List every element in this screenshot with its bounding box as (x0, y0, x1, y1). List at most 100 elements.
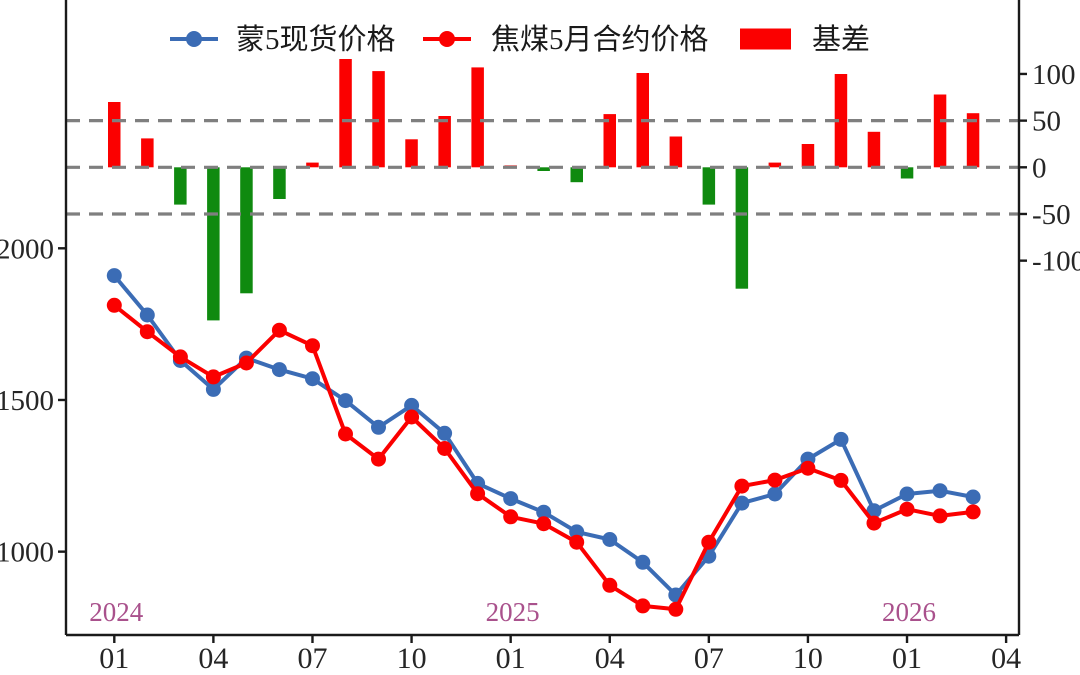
basis-bar (834, 74, 848, 168)
x-tick-label: 04 (198, 642, 228, 675)
basis-bar (702, 167, 716, 205)
basis-bar (471, 67, 484, 168)
x-tick-label: 10 (397, 642, 427, 675)
spot-price-point (371, 419, 386, 435)
x-tick-label: 07 (297, 642, 327, 675)
basis-bar (867, 131, 881, 168)
right-tick-label: 100 (1032, 59, 1076, 91)
futures-price-point (404, 409, 420, 425)
basis-bar (405, 139, 418, 168)
basis-bar (603, 114, 616, 168)
basis-bar (339, 59, 352, 168)
futures-price-point (271, 322, 287, 338)
spot-price-point (503, 491, 519, 507)
futures-price-point (668, 601, 684, 617)
legend-group: 蒙5现货价格 焦煤5月合约价格 基差 (170, 23, 870, 56)
basis-bar (900, 167, 914, 179)
basis-legend-label: 基差 (812, 23, 870, 56)
basis-bar (735, 167, 749, 289)
basis-bar (669, 136, 683, 168)
x-tick-label: 01 (496, 642, 526, 675)
spot-price-point (271, 362, 287, 378)
basis-bar (933, 94, 947, 168)
x-tick-label: 10 (793, 642, 823, 675)
futures-price-point (602, 577, 618, 593)
spot-price-point (536, 504, 552, 520)
futures-price-point (569, 534, 585, 550)
x-tick-label: 01 (892, 642, 922, 675)
futures-price-point (139, 324, 155, 340)
futures-price-point (470, 486, 486, 502)
year-label: 2026 (882, 597, 936, 627)
year-label: 2024 (89, 597, 144, 627)
basis-bar (108, 102, 121, 168)
futures-price-point (965, 504, 981, 520)
futures-price-point (238, 355, 254, 371)
basis-bar (306, 162, 319, 168)
spot-price-point (899, 486, 915, 502)
basis-bar (141, 138, 154, 168)
spot-price-point (338, 393, 353, 409)
futures-price-point (701, 534, 717, 550)
left-tick-label: 2000 (0, 233, 54, 265)
futures-price-point (338, 426, 353, 442)
futures-price-point (503, 509, 519, 525)
right-tick-label: 50 (1032, 106, 1061, 138)
gridlines-group (66, 118, 1019, 216)
basis-legend-swatch (740, 28, 791, 50)
futures-price-point (932, 508, 948, 524)
spot-price-point (205, 381, 221, 397)
spot-price-point (602, 532, 618, 547)
futures-price-point (800, 460, 816, 476)
basis-bar (273, 167, 286, 199)
basis-bar (801, 144, 815, 168)
x-tick-label: 01 (99, 642, 129, 675)
left-tick-label: 1000 (0, 537, 54, 569)
futures-price-point (305, 338, 320, 354)
spot-price-point (437, 425, 453, 441)
right-tick-label: -100 (1032, 246, 1080, 278)
futures-price-point (866, 515, 882, 531)
futures-price-group (106, 297, 981, 617)
futures-price-line (112, 303, 976, 612)
futures-price-point (767, 472, 783, 488)
spot-price-point (106, 268, 122, 284)
futures-price-point (833, 472, 849, 488)
basis-bar (570, 167, 583, 183)
spot-price-point (965, 489, 981, 505)
futures-price-point (635, 598, 651, 614)
spot-price-point (932, 483, 948, 499)
spot-price-point (866, 503, 882, 519)
spot-price-group (106, 268, 981, 603)
basis-bar (174, 167, 187, 205)
basis-bar (768, 162, 782, 168)
futures-price-point (899, 501, 915, 517)
spot-price-legend-label: 蒙5现货价格 (236, 23, 396, 56)
futures-price-point (205, 369, 221, 385)
x-tick-label: 04 (991, 642, 1021, 675)
spot-price-point (767, 486, 783, 502)
right-tick-label: 0 (1032, 152, 1047, 184)
spot-price-point (305, 371, 320, 387)
spot-price-point (734, 495, 750, 511)
basis-bar (240, 167, 253, 294)
futures-price-legend-label: 焦煤5月合约价格 (491, 23, 709, 56)
spot-price-point (139, 307, 155, 323)
spot-price-point (635, 554, 651, 570)
futures-price-point (536, 516, 552, 532)
basis-bar (438, 116, 451, 168)
basis-bars-group (108, 59, 980, 321)
left-tick-label: 1500 (0, 385, 54, 417)
x-tick-label: 07 (694, 642, 724, 675)
spot-price-point (833, 431, 849, 447)
futures-price-legend-dot (439, 31, 455, 47)
spot-price-legend-dot (186, 31, 202, 47)
basis-bar (537, 167, 550, 171)
basis-bar (966, 113, 980, 168)
right-tick-label: -50 (1032, 199, 1071, 231)
futures-price-point (172, 349, 188, 365)
futures-price-point (437, 441, 453, 456)
